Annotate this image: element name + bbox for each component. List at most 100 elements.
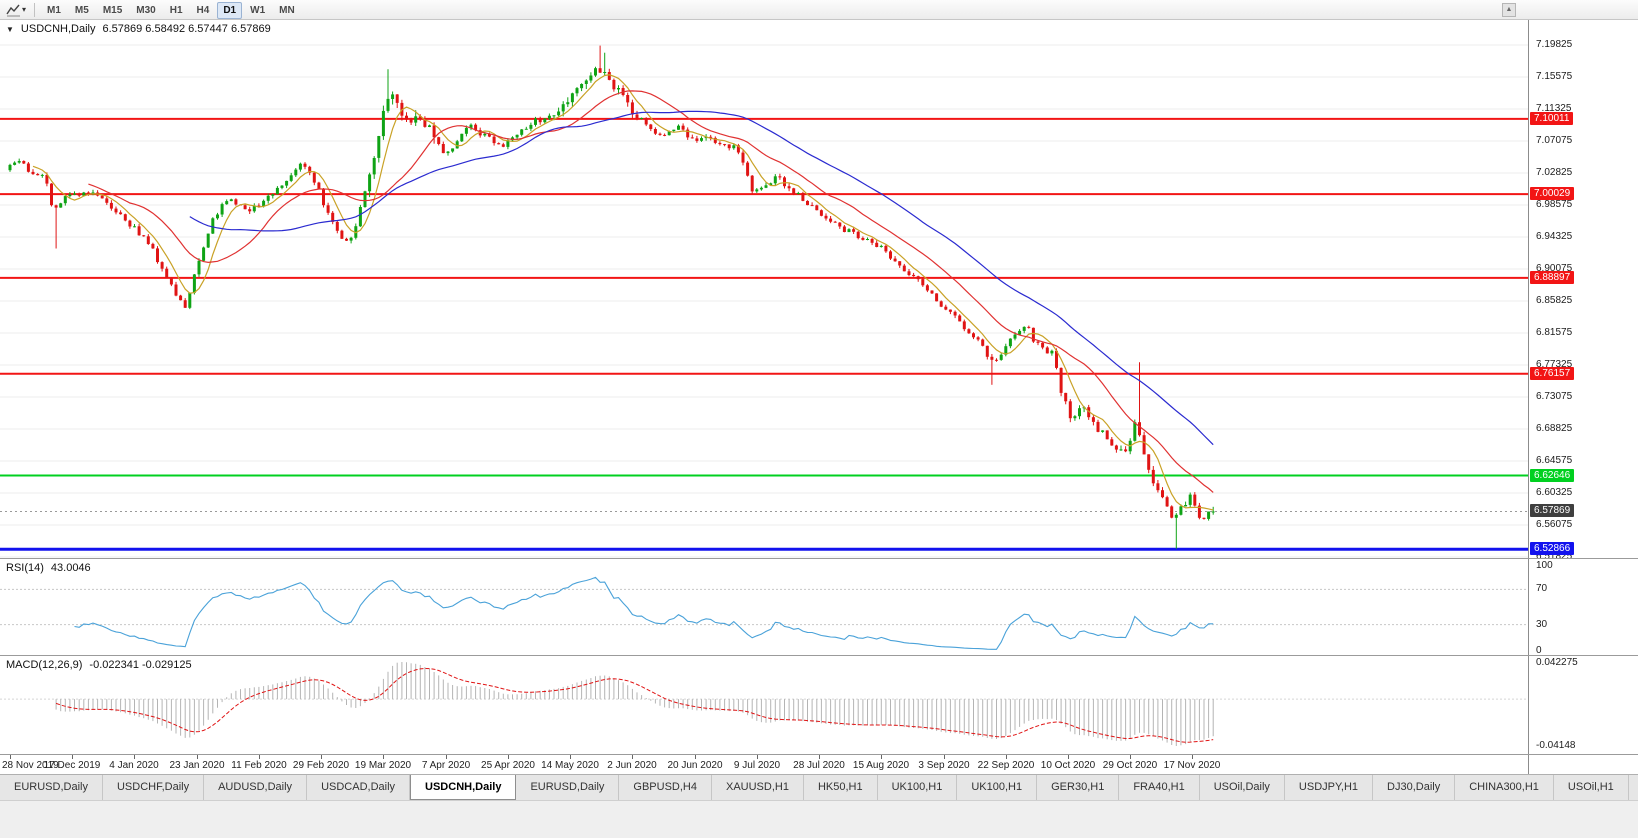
timeframe-button-m15[interactable]: M15	[97, 2, 128, 19]
time-axis-corner	[1528, 755, 1638, 774]
time-axis-label: 3 Sep 2020	[918, 760, 970, 771]
time-axis-tick	[72, 755, 73, 759]
chart-tab-usdchf-daily[interactable]: USDCHF,Daily	[103, 775, 205, 800]
time-axis-tick	[259, 755, 260, 759]
pane-splitter-macd-time[interactable]	[0, 754, 1638, 755]
price-axis-label: 6.77325	[1536, 359, 1573, 370]
chart-type-dropdown-icon[interactable]: ▾	[22, 5, 27, 14]
price-axis[interactable]: 7.19825 7.15575 7.11325 7.07075 7.02825 6.985…	[1528, 20, 1638, 558]
time-axis-label: 4 Jan 2020	[109, 760, 159, 771]
time-axis-tick	[134, 755, 135, 759]
price-axis-label: 6.98575	[1536, 199, 1573, 210]
pane-splitter-rsi-macd[interactable]	[0, 655, 1638, 656]
timeframe-button-w1[interactable]: W1	[244, 2, 271, 19]
time-axis-tick	[508, 755, 509, 759]
chart-tab-uk100-h1[interactable]: UK100,H1	[878, 775, 958, 800]
time-axis-tick	[10, 755, 11, 759]
time-axis-label: 14 May 2020	[541, 760, 599, 771]
price-level-badge: 6.62646	[1530, 468, 1575, 482]
toolbar-scroll-up-button[interactable]: ▲	[1502, 3, 1516, 17]
timeframe-button-d1[interactable]: D1	[217, 2, 243, 19]
chart-collapse-arrow-icon[interactable]: ▼	[6, 24, 14, 34]
macd-canvas[interactable]	[0, 656, 1528, 754]
time-axis-label: 9 Jul 2020	[733, 760, 781, 771]
price-level-badge: 6.76157	[1530, 366, 1575, 380]
price-axis-label: 6.56075	[1536, 519, 1573, 530]
time-axis-label: 28 Jul 2020	[793, 760, 845, 771]
timeframe-button-m30[interactable]: M30	[130, 2, 161, 19]
chart-tab-audusd-daily[interactable]: AUDUSD,Daily	[204, 775, 308, 800]
chart-tab-xauusd-h1[interactable]: XAUUSD,H1	[712, 775, 804, 800]
pane-splitter-main-rsi[interactable]	[0, 558, 1638, 559]
horizontal-level-lines[interactable]	[0, 117, 1528, 551]
rsi-axis[interactable]: 100 70 30 0	[1528, 559, 1638, 655]
timeframe-button-m5[interactable]: M5	[69, 2, 95, 19]
time-axis-label: 19 Mar 2020	[354, 760, 412, 771]
chart-tab-gbpusd-h4[interactable]: GBPUSD,H4	[619, 775, 712, 800]
price-axis-label: 7.19825	[1536, 39, 1573, 50]
chart-tab-eurusd-daily[interactable]: EURUSD,Daily	[516, 775, 620, 800]
time-axis-tick	[446, 755, 447, 759]
macd-indicator-pane: 0.042275 -0.04148 MACD(12,26,9) -0.022341…	[0, 656, 1638, 754]
time-axis-tick	[632, 755, 633, 759]
rsi-axis-label: 0	[1536, 645, 1542, 655]
chart-type-icon[interactable]	[6, 3, 21, 17]
time-axis-label: 7 Apr 2020	[421, 760, 471, 771]
price-level-badge: 6.88897	[1530, 270, 1575, 284]
time-axis[interactable]: 28 Nov 2019 17 Dec 2019 4 Jan 2020 23 Jan 2…	[0, 755, 1638, 774]
macd-axis[interactable]: 0.042275 -0.04148	[1528, 656, 1638, 754]
time-axis-tick	[881, 755, 882, 759]
time-axis-label: 22 Sep 2020	[977, 760, 1035, 771]
main-chart-canvas[interactable]	[0, 20, 1528, 558]
price-axis-label: 7.07075	[1536, 135, 1573, 146]
time-axis-label: 25 Apr 2020	[481, 760, 535, 771]
chart-tab-usdcnh-daily[interactable]: USDCNH,Daily	[410, 775, 517, 800]
price-axis-label: 6.64575	[1536, 455, 1573, 466]
time-axis-tick	[570, 755, 571, 759]
chart-tab-usoil-h1[interactable]: USOil,H1	[1554, 775, 1629, 800]
rsi-axis-label: 30	[1536, 618, 1548, 630]
time-axis-tick	[819, 755, 820, 759]
macd-histogram	[55, 662, 1214, 746]
rsi-value: 43.0046	[50, 562, 91, 574]
timeframe-button-mn[interactable]: MN	[273, 2, 301, 19]
chart-tab-fra40-h1[interactable]: FRA40,H1	[1119, 775, 1200, 800]
time-axis-label: 11 Feb 2020	[231, 760, 287, 771]
toolbar-separator	[34, 2, 36, 17]
price-axis-label: 6.73075	[1536, 391, 1573, 402]
candles-layer	[8, 45, 1215, 549]
timeframe-button-h4[interactable]: H4	[191, 2, 216, 19]
price-axis-label: 6.60325	[1536, 487, 1573, 498]
chart-tab-eurusd-daily[interactable]: EURUSD,Daily	[0, 775, 103, 800]
timeframe-button-m1[interactable]: M1	[41, 2, 67, 19]
macd-title: MACD(12,26,9)	[6, 659, 83, 671]
chart-tab-china300-h1[interactable]: CHINA300,H1	[1455, 775, 1554, 800]
price-level-badge: 6.52866	[1530, 542, 1575, 556]
chart-tab-ger30-h1[interactable]: GER30,H1	[1037, 775, 1120, 800]
time-axis-tick	[1192, 755, 1193, 759]
time-axis-tick	[944, 755, 945, 759]
chart-tab-uk100-h1[interactable]: UK100,H1	[957, 775, 1038, 800]
price-axis-label: 7.02825	[1536, 167, 1573, 178]
price-axis-label: 6.81575	[1536, 327, 1573, 338]
rsi-canvas[interactable]	[0, 559, 1528, 655]
price-axis-label: 6.94325	[1536, 231, 1573, 242]
rsi-line	[74, 576, 1214, 650]
time-axis-label: 23 Jan 2020	[169, 760, 225, 771]
chart-tab-usoil-daily[interactable]: USOil,Daily	[1200, 775, 1285, 800]
time-axis-label: 28 Nov 2019	[2, 760, 59, 771]
chart-tab-hk50-h1[interactable]: HK50,H1	[804, 775, 878, 800]
time-axis-label: 15 Aug 2020	[852, 760, 910, 771]
rsi-axis-label: 100	[1536, 560, 1553, 571]
macd-axis-label-min: -0.04148	[1536, 740, 1576, 751]
chart-tab-usdjpy-h1[interactable]: USDJPY,H1	[1285, 775, 1374, 800]
time-axis-tick	[321, 755, 322, 759]
chart-tab-dj30-daily[interactable]: DJ30,Daily	[1373, 775, 1456, 800]
price-axis-label: 7.11325	[1536, 103, 1572, 114]
chart-tabs-bar: EURUSD,Daily USDCHF,Daily AUDUSD,Daily USDC…	[0, 774, 1638, 800]
chart-tab-usdcad-daily[interactable]: USDCAD,Daily	[307, 775, 411, 800]
chart-window: 7.19825 7.15575 7.11325 7.07075 7.02825 6.985…	[0, 20, 1638, 774]
timeframe-button-h1[interactable]: H1	[164, 2, 189, 19]
time-axis-label: 17 Dec 2019	[43, 760, 101, 771]
timeframe-buttons-group: M1 M5 M15 M30 H1 H4 D1 W1 MN	[40, 0, 302, 19]
